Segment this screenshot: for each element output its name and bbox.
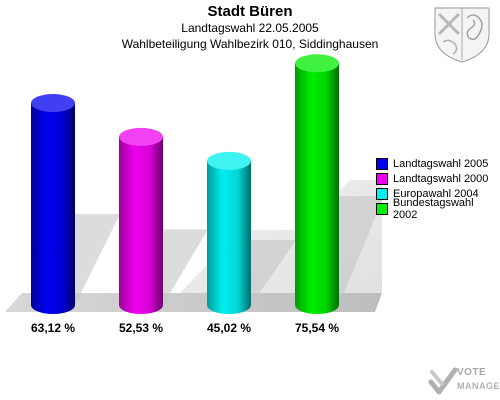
bar — [119, 136, 163, 314]
legend-label: Europawahl 2004 — [393, 188, 479, 200]
legend-label: Bundestagswahl 2002 — [392, 197, 474, 221]
legend-item: Europawahl 2004 — [376, 187, 500, 201]
brand-name: VOTE — [457, 367, 487, 378]
legend-swatch — [376, 188, 388, 200]
legend-label: Landtagswahl 2005 — [393, 158, 489, 170]
bar-value-label: 45,02 % — [207, 321, 251, 335]
legend-item: Bundestagswahl 2002 — [376, 197, 500, 221]
bar-cap — [295, 54, 339, 73]
brand-name-sub: MANAGER — [457, 381, 500, 391]
bar-value-label: 75,54 % — [295, 321, 339, 335]
chart-title: Stadt Büren — [207, 3, 293, 20]
chart-subtitle-2: Wahlbeteiligung Wahlbezirk 010, Siddingh… — [121, 37, 379, 51]
bar-value-label: 52,53 % — [119, 321, 163, 335]
legend-swatch — [376, 203, 388, 215]
legend: Landtagswahl 2005 Landtagswahl 2000 Euro… — [376, 157, 500, 221]
bar-value-label: 63,12 % — [31, 321, 75, 335]
bar-cap — [31, 94, 75, 113]
vote-manager-logo-icon — [428, 367, 458, 395]
value-labels-group: 63,12 % 52,53 % 45,02 % 75,54 % — [31, 321, 339, 335]
bar-cap — [119, 127, 163, 146]
bar — [295, 63, 339, 314]
legend-swatch — [376, 158, 388, 170]
legend-swatch — [376, 173, 388, 185]
legend-label: Landtagswahl 2000 — [393, 173, 489, 185]
legend-item: Landtagswahl 2005 — [376, 157, 500, 171]
bar — [207, 160, 251, 314]
coat-of-arms-icon — [434, 7, 490, 63]
bar — [31, 103, 75, 315]
legend-item: Landtagswahl 2000 — [376, 172, 500, 186]
chart-subtitle: Landtagswahl 22.05.2005 — [181, 21, 319, 35]
chart-floor — [5, 293, 382, 312]
bars-group — [31, 54, 384, 315]
bar-cap — [207, 151, 251, 170]
